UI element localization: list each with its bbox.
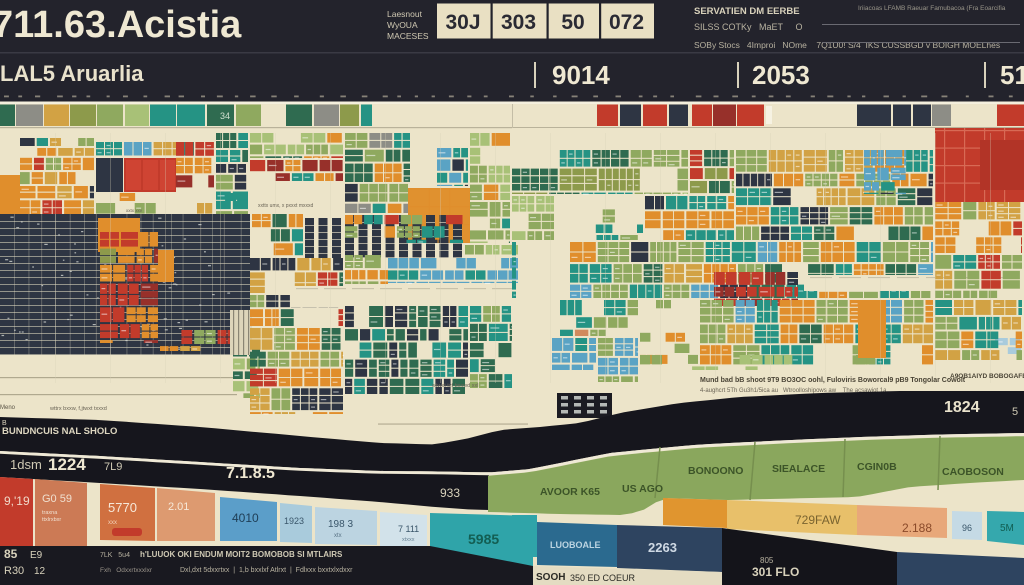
svg-text:Meno: Meno [0, 405, 16, 411]
svg-text:xxx: xxx [108, 520, 117, 526]
svg-text:51: 51 [1000, 60, 1024, 90]
svg-text:BONOONO: BONOONO [688, 465, 743, 477]
svg-text:1923: 1923 [284, 516, 304, 526]
svg-text:BUNDNCUIS NAL SHOLO: BUNDNCUIS NAL SHOLO [2, 426, 117, 437]
svg-text:7.1.8.5: 7.1.8.5 [226, 465, 275, 482]
svg-text:CGIN0B: CGIN0B [857, 461, 897, 473]
svg-text:traxna: traxna [42, 510, 58, 516]
svg-text:4010: 4010 [232, 511, 259, 525]
svg-text:2263: 2263 [648, 540, 677, 555]
svg-text:933: 933 [440, 486, 460, 500]
svg-text:9,'19: 9,'19 [4, 494, 30, 508]
svg-text:LUOBOALE: LUOBOALE [550, 540, 601, 550]
svg-text:7 111: 7 111 [398, 524, 419, 534]
svg-text:711.63.Acistia: 711.63.Acistia [0, 4, 242, 46]
svg-text:7L9: 7L9 [104, 461, 122, 473]
svg-text:xxttx umx, x pxxxt mxxxd: xxttx umx, x pxxxt mxxxd [258, 203, 314, 209]
svg-text:9014: 9014 [552, 60, 610, 90]
svg-text:85: 85 [4, 547, 18, 561]
svg-text:729FAW: 729FAW [795, 513, 841, 527]
svg-text:B: B [2, 420, 7, 427]
svg-text:CAOBOSON: CAOBOSON [942, 466, 1004, 478]
svg-text:SOBy Stocs 4Improi NOme: SOBy Stocs 4Improi NOme 7Q1U0! S/4 IKS C… [694, 40, 1000, 50]
svg-text:SERVATIEN DM EERBE: SERVATIEN DM EERBE [694, 6, 800, 17]
svg-text:AVOOR K65: AVOOR K65 [540, 486, 600, 498]
svg-text:US AGO: US AGO [622, 483, 663, 495]
svg-text:5: 5 [1012, 406, 1018, 418]
svg-text:4-aughcrt 5Th Gu3h1/5ica au: 4-aughcrt 5Th Gu3h1/5ica au Wtroolloship… [700, 388, 887, 394]
svg-text:7LK 5u4: 7LK 5u4 [100, 552, 130, 559]
svg-text:5985: 5985 [468, 531, 499, 547]
svg-text:SOOH: SOOH [536, 572, 565, 583]
svg-text:xtxxx: xtxxx [402, 537, 415, 543]
svg-text:Mund bad bB shoot 9T9 BO3OC oo: Mund bad bB shoot 9T9 BO3OC oohl, Fulovi… [700, 377, 966, 384]
svg-text:1dsm: 1dsm [10, 457, 42, 472]
svg-text:2.188: 2.188 [902, 521, 932, 535]
svg-text:Dxl,dxt 5dxxrtxx | 1,b bxxlx: Dxl,dxt 5dxxrtxx | 1,b bxxlxf Atlrxt | F… [180, 567, 353, 574]
svg-text:E9: E9 [30, 550, 43, 561]
svg-text:198 3: 198 3 [328, 519, 353, 530]
svg-text:A9OB1AIYD BOBOGAFB: A9OB1AIYD BOBOGAFB [950, 373, 1024, 380]
svg-text:072: 072 [609, 11, 644, 34]
svg-text:SILSS COTKy MaET O: SILSS COTKy MaET O [694, 22, 803, 32]
svg-text:805: 805 [760, 556, 774, 565]
svg-text:301 FLO: 301 FLO [752, 565, 799, 579]
svg-text:Laesnout: Laesnout [387, 9, 423, 19]
svg-text:5770: 5770 [108, 500, 137, 515]
svg-text:wtwxt txt bxxwd xxl: wtwxt txt bxxwd xxl [431, 383, 478, 389]
svg-text:2.01: 2.01 [168, 501, 189, 513]
svg-text:1824: 1824 [944, 399, 980, 416]
svg-text:5M: 5M [1000, 523, 1014, 534]
svg-text:WyOUA: WyOUA [387, 20, 418, 30]
svg-text:303: 303 [501, 11, 536, 34]
svg-text:SIEALACE: SIEALACE [772, 463, 825, 475]
svg-text:h'LUUOK OKI ENDUM MOIT2 BOMOBO: h'LUUOK OKI ENDUM MOIT2 BOMOBOB SI MTLAI… [140, 550, 343, 559]
svg-text:12: 12 [34, 566, 46, 577]
svg-text:2053: 2053 [752, 60, 810, 90]
svg-text:Iriiacoas LFAMB Raeuar Famubac: Iriiacoas LFAMB Raeuar Famubacoa (Fra Eo… [858, 5, 1006, 12]
svg-text:MACESES: MACESES [387, 31, 429, 41]
svg-text:96: 96 [962, 523, 972, 533]
svg-text:ttxlrxbxr: ttxlrxbxr [42, 517, 61, 523]
svg-text:wttrx bxxw, f,jtwxt txxxd: wttrx bxxw, f,jtwxt txxxd [49, 406, 107, 412]
svg-text:34: 34 [220, 111, 230, 121]
svg-text:350 ED COEUR: 350 ED COEUR [570, 573, 636, 583]
svg-text:1224: 1224 [48, 455, 86, 474]
svg-text:Fxh Odxxrtxxxlxr: Fxh Odxxrtxxxlxr [100, 567, 153, 574]
svg-text:R30: R30 [4, 565, 24, 577]
svg-text:50: 50 [561, 11, 584, 34]
svg-text:30J: 30J [445, 11, 480, 34]
svg-text:xxtx xxv: xxtx xxv [126, 208, 143, 213]
svg-text:xtx: xtx [334, 533, 342, 539]
svg-text:LAL5 Aruarlia: LAL5 Aruarlia [0, 61, 144, 86]
svg-text:G0 59: G0 59 [42, 493, 72, 505]
